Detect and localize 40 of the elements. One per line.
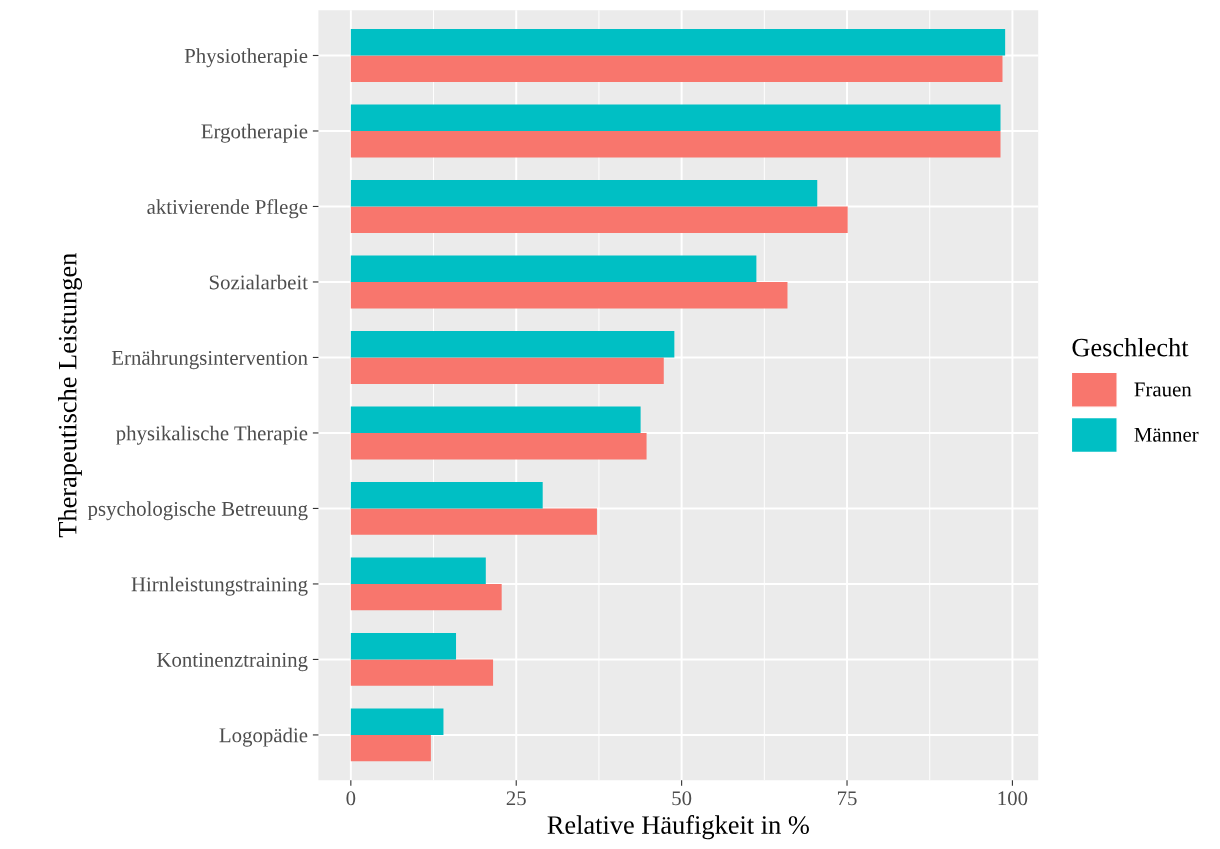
y-tick-label: psychologische Betreuung <box>87 501 308 521</box>
y-tick-label: Logopädie <box>219 727 308 747</box>
y-tick-label: Sozialarbeit <box>209 274 308 290</box>
x-axis-title: Relative Häufigkeit in % <box>547 815 809 840</box>
bar <box>350 130 1001 158</box>
bar <box>350 180 818 207</box>
bar <box>350 281 788 309</box>
bar <box>350 206 848 233</box>
y-tick-label: aktivierende Pflege <box>147 199 308 219</box>
y-axis-title: Therapeutische Leistungen <box>58 253 82 538</box>
bar <box>350 406 641 433</box>
bar <box>350 432 647 460</box>
legend-label: Frauen <box>1134 382 1192 397</box>
x-tick-label: 50 <box>672 791 692 806</box>
y-tick-label: physikalische Therapie <box>116 425 308 445</box>
x-tick-label: 100 <box>998 791 1028 806</box>
bar <box>350 55 1003 82</box>
x-tick-label: 25 <box>506 791 526 806</box>
y-tick-label: Physiotherapie <box>184 48 308 68</box>
bar <box>350 734 431 762</box>
bar <box>350 508 597 535</box>
bar <box>350 29 1006 56</box>
bar <box>350 633 457 660</box>
bar <box>350 708 444 735</box>
bar <box>350 557 486 584</box>
legend-title: Geschlecht <box>1072 337 1189 357</box>
y-tick-label: Kontinenztraining <box>157 652 308 672</box>
bar <box>350 104 1001 131</box>
bar <box>350 583 502 611</box>
legend-label: Männer <box>1134 427 1199 442</box>
x-tick-label: 75 <box>837 791 857 806</box>
y-tick-label: Ergotherapie <box>201 123 308 143</box>
y-tick-label: Ernährungsintervention <box>111 350 308 370</box>
bar <box>350 482 543 509</box>
y-tick-label: Hirnleistungstraining <box>131 576 308 596</box>
bar <box>350 659 494 686</box>
bar <box>350 331 675 358</box>
bar <box>350 255 757 282</box>
x-tick-label: 0 <box>346 791 356 806</box>
bar <box>350 357 664 384</box>
